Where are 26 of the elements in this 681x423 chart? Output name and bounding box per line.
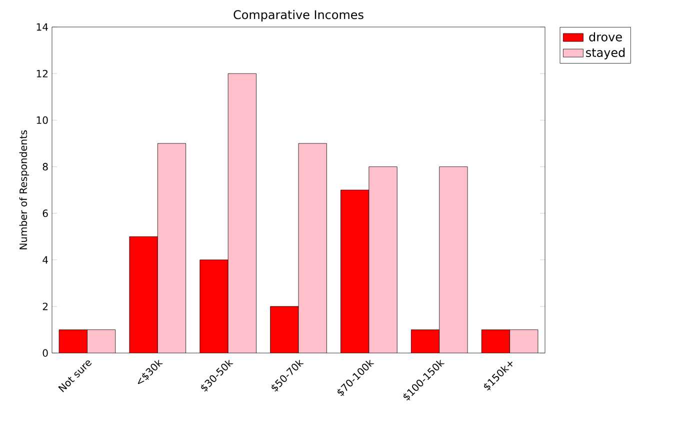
legend-label: stayed bbox=[586, 48, 625, 60]
bar bbox=[59, 330, 88, 353]
y-tick-label: 2 bbox=[42, 302, 48, 310]
y-tick-label: 4 bbox=[42, 256, 48, 264]
bar bbox=[481, 330, 510, 353]
y-axis-title: Number of Respondents bbox=[19, 130, 29, 250]
bar bbox=[439, 166, 468, 353]
legend-label: drove bbox=[589, 32, 622, 42]
bar bbox=[200, 260, 228, 353]
y-tick-label: 6 bbox=[42, 210, 48, 218]
bar bbox=[129, 236, 158, 353]
chart-title: Comparative Incomes bbox=[234, 10, 364, 22]
y-tick-label: 12 bbox=[36, 70, 48, 78]
bar bbox=[158, 143, 186, 353]
bar bbox=[411, 330, 440, 353]
bar bbox=[298, 143, 327, 353]
y-tick-label: 8 bbox=[42, 162, 48, 170]
y-tick-label: 0 bbox=[42, 349, 48, 357]
bar bbox=[510, 330, 538, 353]
y-tick-label: 10 bbox=[36, 116, 48, 124]
y-tick-label: 14 bbox=[36, 23, 48, 31]
bar bbox=[87, 330, 116, 353]
bar bbox=[340, 190, 369, 353]
bar bbox=[368, 166, 398, 353]
bar bbox=[228, 74, 256, 353]
bar bbox=[270, 306, 299, 353]
